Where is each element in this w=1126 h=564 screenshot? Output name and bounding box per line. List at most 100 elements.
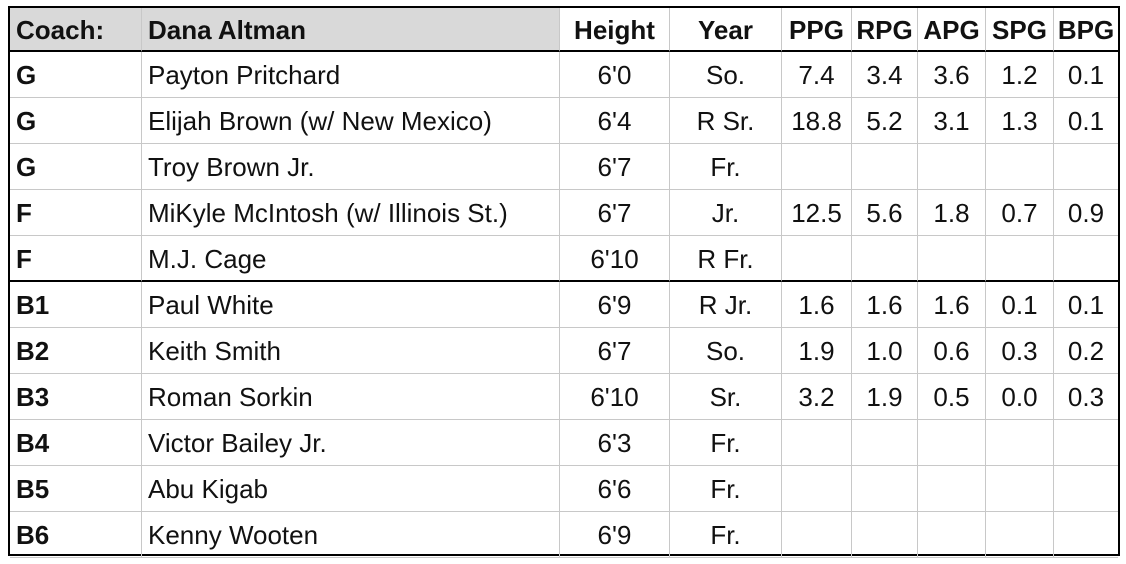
rpg-cell: 5.2	[852, 98, 918, 144]
apg-cell: 3.1	[918, 98, 986, 144]
player-name-cell: Keith Smith	[142, 328, 560, 374]
position-cell: B2	[10, 328, 142, 374]
apg-cell: 1.8	[918, 190, 986, 236]
rpg-cell: 1.9	[852, 374, 918, 420]
apg-cell: 3.6	[918, 52, 986, 98]
spg-cell: 0.7	[986, 190, 1054, 236]
year-cell: R Sr.	[670, 98, 782, 144]
ppg-cell	[782, 466, 852, 512]
year-cell: So.	[670, 328, 782, 374]
year-cell: So.	[670, 52, 782, 98]
position-cell: F	[10, 236, 142, 282]
roster-table: Coach: Dana Altman Height Year PPG RPG APG SPG B…	[8, 6, 1120, 558]
height-cell: 6'10	[560, 236, 670, 282]
ppg-cell: 3.2	[782, 374, 852, 420]
rpg-cell: 5.6	[852, 190, 918, 236]
year-cell: R Fr.	[670, 236, 782, 282]
spg-cell	[986, 420, 1054, 466]
player-name-cell: Victor Bailey Jr.	[142, 420, 560, 466]
position-cell: G	[10, 144, 142, 190]
bpg-cell: 0.2	[1054, 328, 1118, 374]
bpg-cell	[1054, 144, 1118, 190]
spg-cell	[986, 466, 1054, 512]
bpg-cell: 0.1	[1054, 52, 1118, 98]
bpg-cell: 0.9	[1054, 190, 1118, 236]
header-rpg-cell: RPG	[852, 8, 918, 52]
spg-cell	[986, 236, 1054, 282]
player-name-cell: MiKyle McIntosh (w/ Illinois St.)	[142, 190, 560, 236]
apg-cell	[918, 236, 986, 282]
player-name-cell: Kenny Wooten	[142, 512, 560, 558]
apg-cell: 0.6	[918, 328, 986, 374]
bpg-cell	[1054, 512, 1118, 558]
player-name-cell: Abu Kigab	[142, 466, 560, 512]
bpg-cell	[1054, 236, 1118, 282]
year-cell: Fr.	[670, 466, 782, 512]
spg-cell: 0.1	[986, 282, 1054, 328]
spg-cell	[986, 144, 1054, 190]
header-spg-cell: SPG	[986, 8, 1054, 52]
height-cell: 6'9	[560, 512, 670, 558]
ppg-cell	[782, 236, 852, 282]
spg-cell: 0.3	[986, 328, 1054, 374]
height-cell: 6'4	[560, 98, 670, 144]
header-year-cell: Year	[670, 8, 782, 52]
spg-cell: 1.2	[986, 52, 1054, 98]
apg-cell: 1.6	[918, 282, 986, 328]
apg-cell: 0.5	[918, 374, 986, 420]
ppg-cell	[782, 144, 852, 190]
header-bpg-cell: BPG	[1054, 8, 1118, 52]
rpg-cell	[852, 512, 918, 558]
year-cell: R Jr.	[670, 282, 782, 328]
year-cell: Fr.	[670, 420, 782, 466]
height-cell: 6'7	[560, 328, 670, 374]
position-cell: B4	[10, 420, 142, 466]
year-cell: Sr.	[670, 374, 782, 420]
rpg-cell	[852, 466, 918, 512]
position-cell: B3	[10, 374, 142, 420]
ppg-cell	[782, 512, 852, 558]
apg-cell	[918, 420, 986, 466]
header-ppg-cell: PPG	[782, 8, 852, 52]
year-cell: Jr.	[670, 190, 782, 236]
rpg-cell: 3.4	[852, 52, 918, 98]
player-name-cell: Troy Brown Jr.	[142, 144, 560, 190]
height-cell: 6'6	[560, 466, 670, 512]
year-cell: Fr.	[670, 512, 782, 558]
rpg-cell: 1.0	[852, 328, 918, 374]
player-name-cell: Roman Sorkin	[142, 374, 560, 420]
ppg-cell	[782, 420, 852, 466]
position-cell: B6	[10, 512, 142, 558]
position-cell: G	[10, 98, 142, 144]
apg-cell	[918, 512, 986, 558]
header-position-cell: Coach:	[10, 8, 142, 52]
ppg-cell: 12.5	[782, 190, 852, 236]
height-cell: 6'0	[560, 52, 670, 98]
position-cell: B1	[10, 282, 142, 328]
position-cell: B5	[10, 466, 142, 512]
ppg-cell: 18.8	[782, 98, 852, 144]
height-cell: 6'7	[560, 190, 670, 236]
ppg-cell: 1.9	[782, 328, 852, 374]
bpg-cell	[1054, 466, 1118, 512]
position-cell: G	[10, 52, 142, 98]
position-cell: F	[10, 190, 142, 236]
player-name-cell: Elijah Brown (w/ New Mexico)	[142, 98, 560, 144]
rpg-cell	[852, 236, 918, 282]
header-apg-cell: APG	[918, 8, 986, 52]
bpg-cell	[1054, 420, 1118, 466]
header-height-cell: Height	[560, 8, 670, 52]
player-name-cell: Payton Pritchard	[142, 52, 560, 98]
year-cell: Fr.	[670, 144, 782, 190]
bpg-cell: 0.3	[1054, 374, 1118, 420]
spg-cell: 0.0	[986, 374, 1054, 420]
rpg-cell: 1.6	[852, 282, 918, 328]
apg-cell	[918, 466, 986, 512]
rpg-cell	[852, 144, 918, 190]
ppg-cell: 1.6	[782, 282, 852, 328]
spg-cell	[986, 512, 1054, 558]
rpg-cell	[852, 420, 918, 466]
apg-cell	[918, 144, 986, 190]
bpg-cell: 0.1	[1054, 98, 1118, 144]
height-cell: 6'9	[560, 282, 670, 328]
